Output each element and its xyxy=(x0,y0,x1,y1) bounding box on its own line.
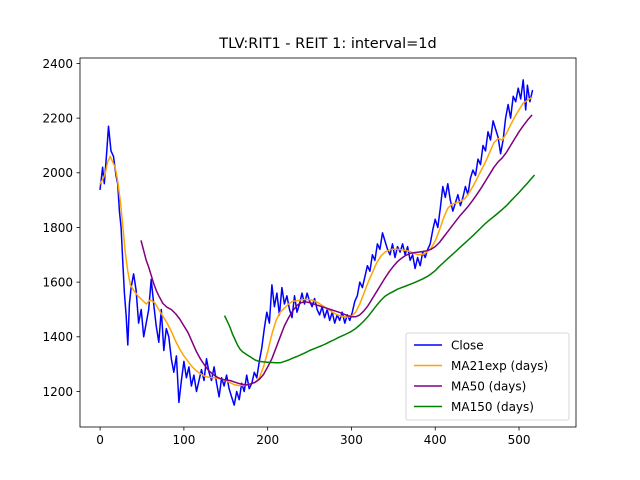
y-tick-label: 1400 xyxy=(42,330,73,344)
legend: Close MA21exp (days) MA50 (days) MA150 (day… xyxy=(405,332,570,421)
legend-label-2: MA50 (days) xyxy=(451,379,526,393)
x-tick-label: 100 xyxy=(172,433,195,447)
x-axis: 0 100 200 300 400 500 xyxy=(96,427,530,447)
legend-box xyxy=(405,332,570,421)
y-tick-label: 1600 xyxy=(42,275,73,289)
series-line-1 xyxy=(99,96,533,387)
series-line-2 xyxy=(140,114,533,386)
y-tick-label: 1200 xyxy=(42,385,73,399)
series-line-3 xyxy=(223,174,536,364)
x-tick-label: 200 xyxy=(256,433,279,447)
y-tick-label: 2400 xyxy=(42,57,73,71)
x-tick-label: 400 xyxy=(424,433,447,447)
chart-title: TLV:RIT1 - REIT 1: interval=1d xyxy=(218,36,436,52)
y-tick-label: 2200 xyxy=(42,111,73,125)
x-tick-label: 0 xyxy=(96,433,104,447)
legend-label-3: MA150 (days) xyxy=(451,400,534,414)
legend-label-0: Close xyxy=(451,338,484,352)
y-tick-label: 1800 xyxy=(42,221,73,235)
series-layer xyxy=(99,79,536,406)
legend-label-1: MA21exp (days) xyxy=(451,359,548,373)
x-tick-label: 500 xyxy=(508,433,531,447)
x-tick-label: 300 xyxy=(340,433,363,447)
y-axis: 1200 1400 1600 1800 2000 2200 2400 xyxy=(42,57,80,399)
y-tick-label: 2000 xyxy=(42,166,73,180)
plot-frame xyxy=(79,57,577,428)
